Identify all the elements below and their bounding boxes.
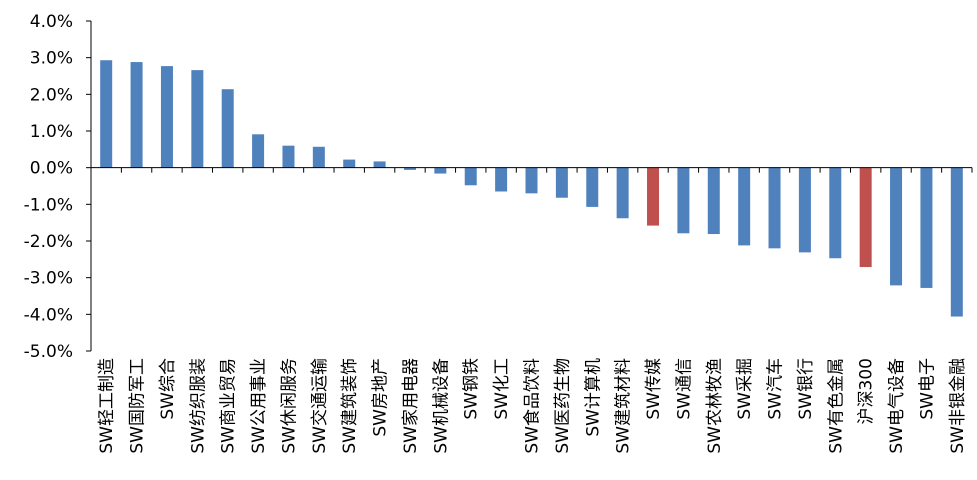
bar: [403, 167, 416, 170]
x-axis: [90, 167, 973, 173]
bar: [495, 167, 508, 192]
bar: [312, 146, 325, 168]
bar: [707, 167, 720, 235]
bar: [130, 62, 143, 168]
category-label: SW农林牧渔: [705, 358, 725, 454]
category-label: SW化工: [492, 358, 512, 420]
bar: [464, 167, 477, 186]
bar: [616, 167, 629, 219]
y-tick-label: 1.0%: [30, 122, 73, 142]
bar: [859, 167, 872, 268]
bar: [373, 161, 386, 168]
category-label: SW纺织服装: [188, 358, 208, 454]
bar: [677, 167, 690, 234]
bar: [890, 167, 903, 286]
category-label: SW非银金融: [948, 358, 968, 454]
category-label: SW轻工制造: [97, 358, 117, 454]
category-label: SW家用电器: [401, 358, 421, 454]
category-label: SW公用事业: [249, 358, 269, 454]
bar: [282, 145, 295, 168]
bar: [100, 60, 113, 168]
bar: [525, 167, 538, 194]
category-label: SW商业贸易: [219, 358, 239, 454]
category-labels: SW轻工制造 SW国防军工 SW综合 SW纺织服装 SW商业贸易 SW公用事业 SW休闲服务…: [97, 358, 968, 454]
category-label: SW采掘: [735, 358, 755, 420]
category-label: SW通信: [674, 358, 694, 420]
category-label: SW建筑装饰: [340, 358, 360, 454]
y-tick-label: -3.0%: [24, 269, 73, 289]
y-axis: 4.0% 3.0% 2.0% 1.0% 0.0% -1.0% -2.0% -3.0% -4.0%…: [24, 12, 92, 362]
category-label: SW国防军工: [128, 358, 148, 454]
y-tick-label: 4.0%: [30, 12, 73, 32]
category-label: SW计算机: [583, 358, 603, 437]
y-tick-label: -4.0%: [24, 305, 73, 325]
category-label: SW银行: [796, 358, 816, 420]
category-label: SW传媒: [644, 358, 664, 420]
bar: [343, 159, 356, 168]
category-label: SW电气设备: [887, 358, 907, 454]
category-label: SW建筑材料: [614, 358, 634, 454]
bar: [829, 167, 842, 259]
bar: [221, 89, 234, 168]
category-label: SW交通运输: [310, 358, 330, 454]
bar: [586, 167, 599, 207]
bar: [920, 167, 933, 288]
category-label: SW医药生物: [553, 358, 573, 454]
bar: [768, 167, 781, 249]
bar: [555, 167, 568, 198]
category-label: SW机械设备: [431, 358, 451, 454]
y-tick-label: 0.0%: [30, 159, 73, 179]
bar: [434, 167, 447, 174]
y-tick-label: 2.0%: [30, 85, 73, 105]
category-label: SW休闲服务: [279, 358, 299, 454]
bar: [647, 167, 660, 226]
y-tick-label: -5.0%: [24, 342, 73, 362]
category-label: SW房地产: [371, 358, 391, 437]
category-label: SW电子: [917, 358, 937, 420]
y-tick-label: 3.0%: [30, 49, 73, 69]
bar: [950, 167, 963, 317]
y-tick-label: -1.0%: [24, 195, 73, 215]
category-label: SW食品饮料: [523, 358, 543, 454]
bar: [798, 167, 811, 253]
bar: [252, 134, 265, 168]
category-label: 沪深300: [857, 358, 877, 424]
category-label: SW钢铁: [462, 358, 482, 420]
bar: [738, 167, 751, 246]
category-label: SW有色金属: [826, 358, 846, 454]
bars: [100, 60, 963, 317]
category-label: SW综合: [158, 358, 178, 420]
y-tick-label: -2.0%: [24, 232, 73, 252]
bar: [160, 66, 173, 168]
bar: [191, 70, 204, 168]
category-label: SW汽车: [766, 358, 786, 420]
